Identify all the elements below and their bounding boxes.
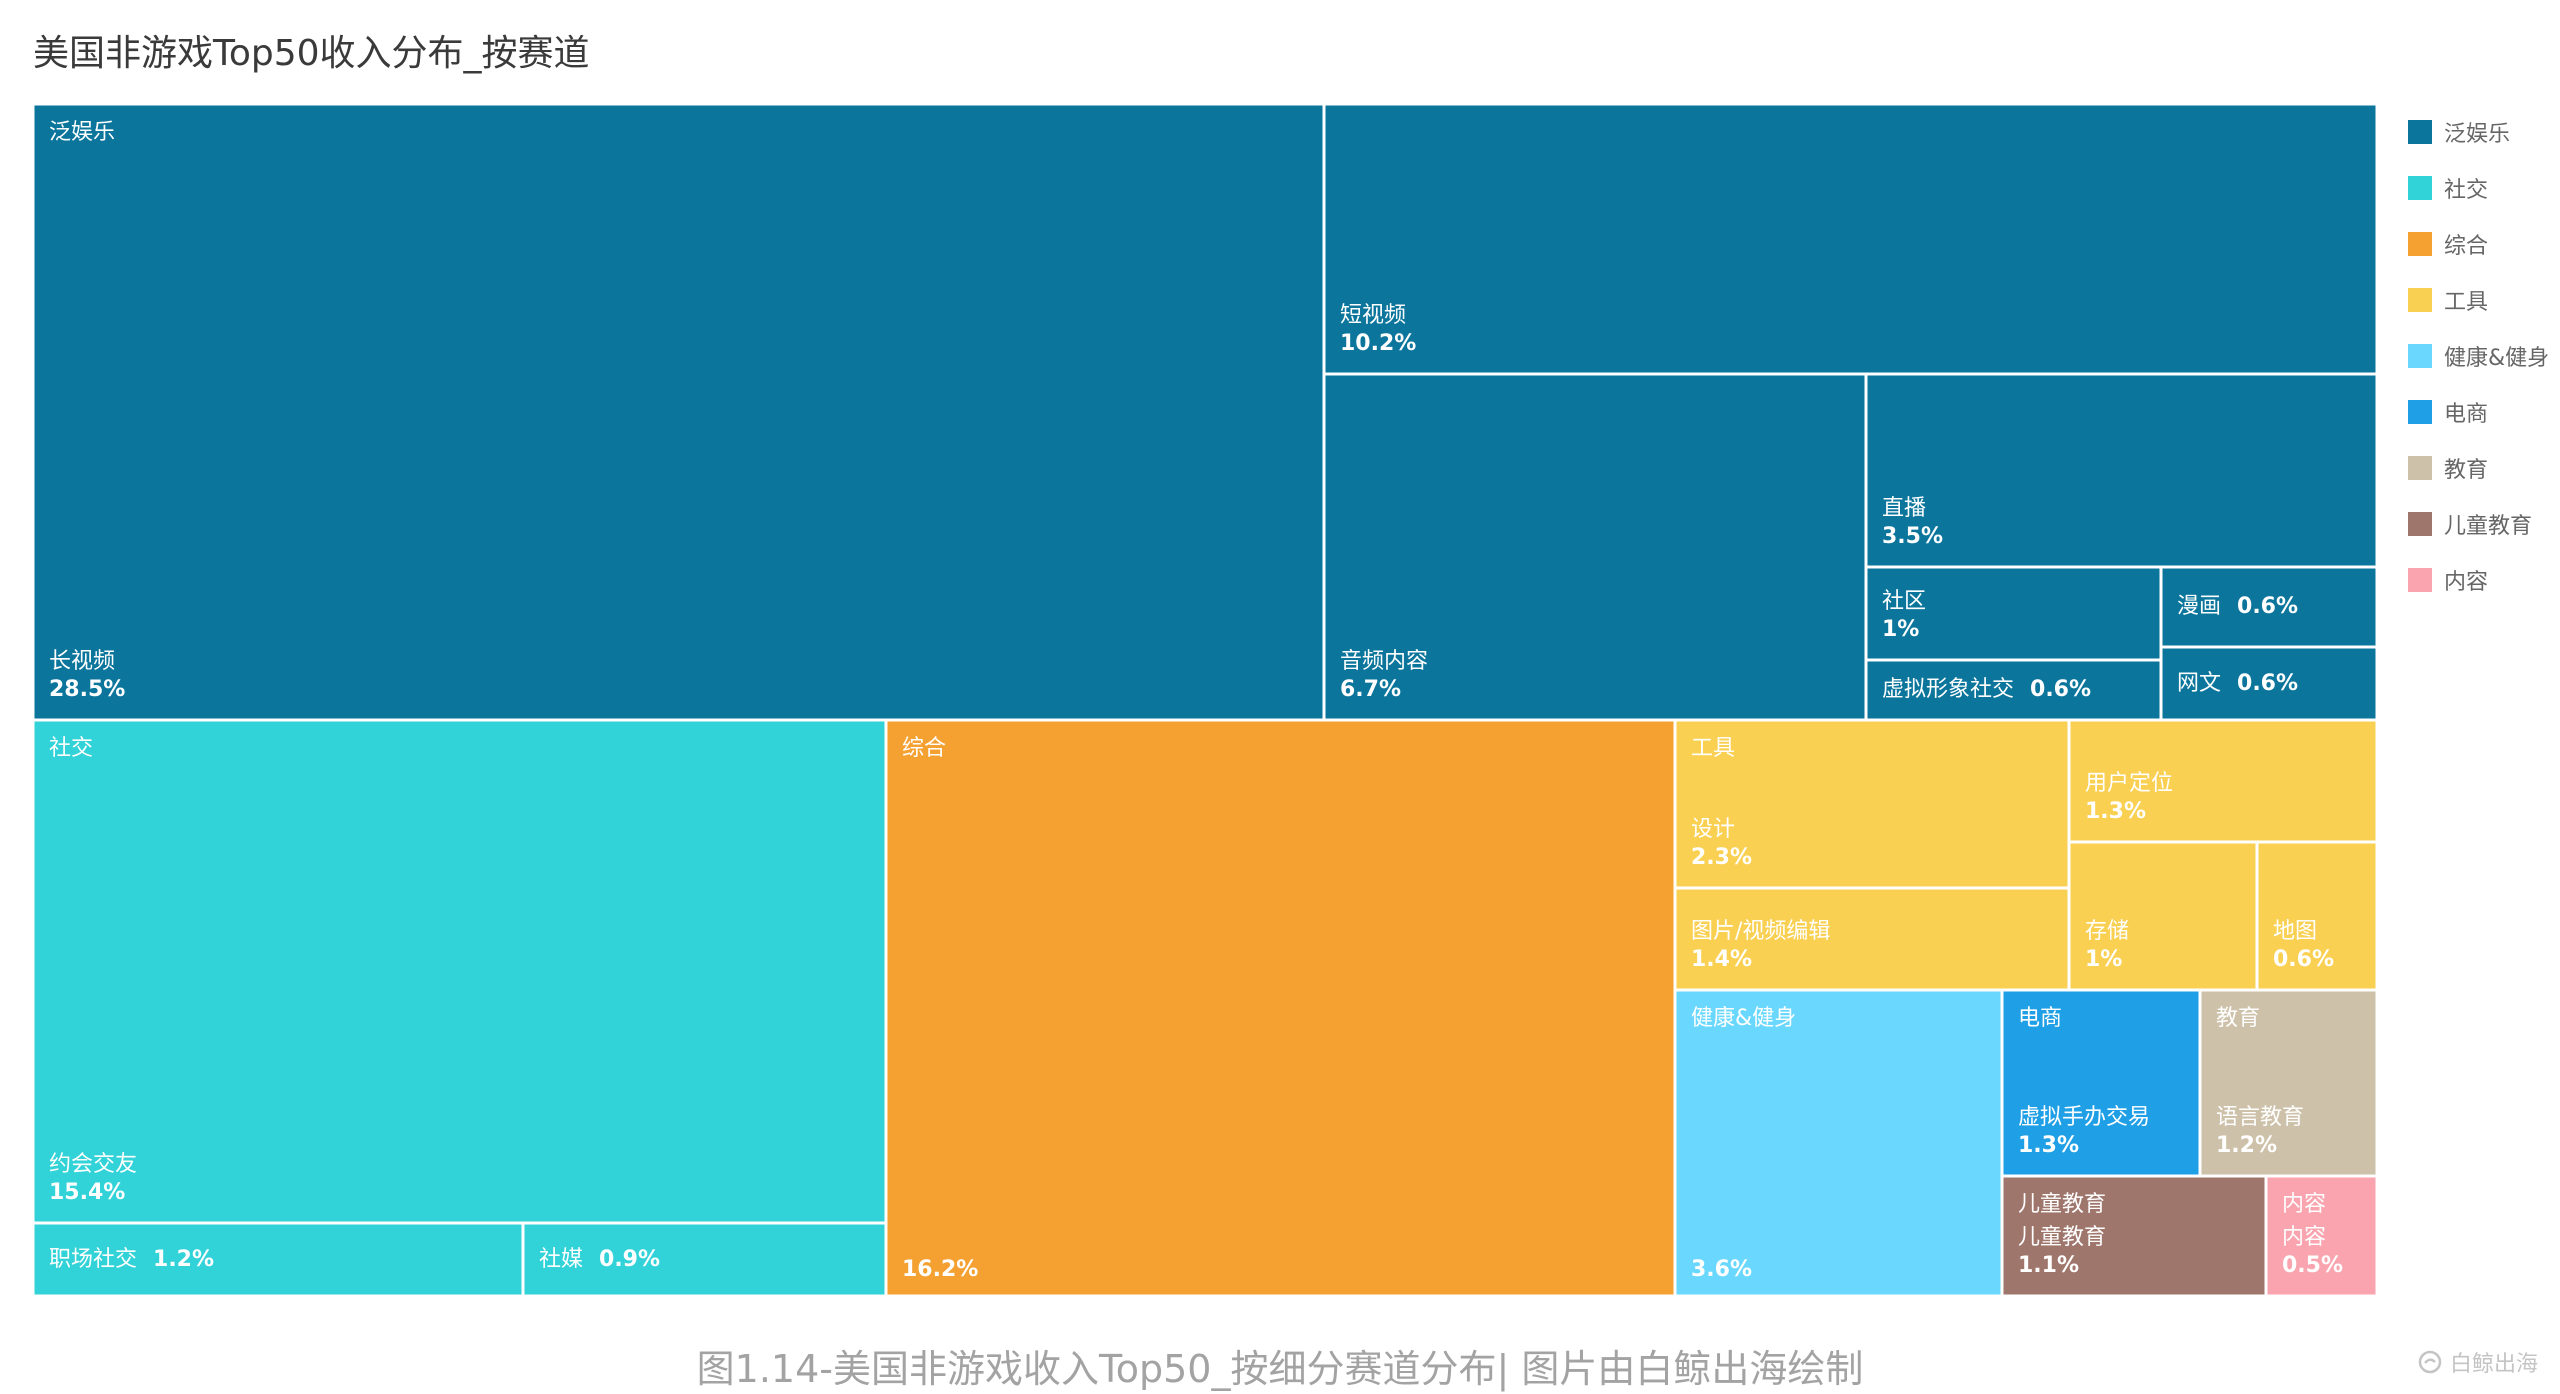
legend-item[interactable]: 教育 [2408, 440, 2549, 496]
legend-label: 社交 [2444, 178, 2489, 203]
legend-item[interactable]: 儿童教育 [2408, 496, 2549, 552]
legend-item[interactable]: 泛娱乐 [2408, 104, 2549, 160]
treemap-tile [884, 718, 1677, 1298]
treemap-tile [1864, 658, 2163, 722]
treemap-tile [31, 1221, 525, 1298]
legend-swatch [2408, 176, 2432, 200]
legend-label: 儿童教育 [2444, 514, 2533, 539]
legend-label: 工具 [2444, 290, 2489, 315]
treemap-tile [1322, 372, 1868, 722]
legend-swatch [2408, 512, 2432, 536]
treemap-tile [1322, 102, 2379, 376]
watermark: 白鲸出海 [2418, 1346, 2538, 1378]
legend: 泛娱乐社交综合工具健康&健身电商教育儿童教育内容 [2408, 104, 2549, 608]
treemap-tile [2000, 988, 2202, 1178]
treemap-tile [2067, 718, 2379, 844]
treemap-tile [2067, 840, 2259, 992]
treemap-tile [1864, 372, 2379, 569]
treemap-tile [31, 718, 888, 1225]
legend-item[interactable]: 社交 [2408, 160, 2549, 216]
legend-label: 健康&健身 [2444, 346, 2550, 371]
treemap-tile [2159, 565, 2379, 649]
legend-label: 电商 [2444, 402, 2489, 427]
treemap-tile [2255, 840, 2379, 992]
treemap-tile [31, 102, 1326, 722]
legend-swatch [2408, 344, 2432, 368]
chart-title: 美国非游戏Top50收入分布_按赛道 [33, 33, 590, 74]
legend-item[interactable]: 综合 [2408, 216, 2549, 272]
treemap-tile [2264, 1174, 2379, 1298]
legend-item[interactable]: 健康&健身 [2408, 328, 2549, 384]
treemap-tile [2198, 988, 2379, 1178]
legend-label: 综合 [2444, 234, 2489, 259]
legend-label: 泛娱乐 [2444, 122, 2511, 147]
legend-item[interactable]: 电商 [2408, 384, 2549, 440]
legend-swatch [2408, 120, 2432, 144]
figure-caption: 图1.14-美国非游戏收入Top50_按细分赛道分布| 图片由白鲸出海绘制 [696, 1347, 1864, 1391]
treemap-tile [521, 1221, 888, 1298]
legend-item[interactable]: 内容 [2408, 552, 2549, 608]
treemap-tile [1864, 565, 2163, 662]
treemap-tile [2159, 645, 2379, 722]
watermark-text: 白鲸出海 [2450, 1352, 2539, 1377]
treemap-tile [1673, 718, 2071, 890]
legend-item[interactable]: 工具 [2408, 272, 2549, 328]
treemap-tile [1673, 886, 2071, 992]
whale-logo-icon [2418, 1350, 2442, 1374]
treemap-tile [2000, 1174, 2268, 1298]
legend-label: 教育 [2444, 458, 2489, 483]
legend-swatch [2408, 456, 2432, 480]
legend-swatch [2408, 568, 2432, 592]
legend-label: 内容 [2444, 570, 2489, 595]
legend-swatch [2408, 232, 2432, 256]
legend-swatch [2408, 400, 2432, 424]
treemap-tile [1673, 988, 2004, 1298]
legend-swatch [2408, 288, 2432, 312]
